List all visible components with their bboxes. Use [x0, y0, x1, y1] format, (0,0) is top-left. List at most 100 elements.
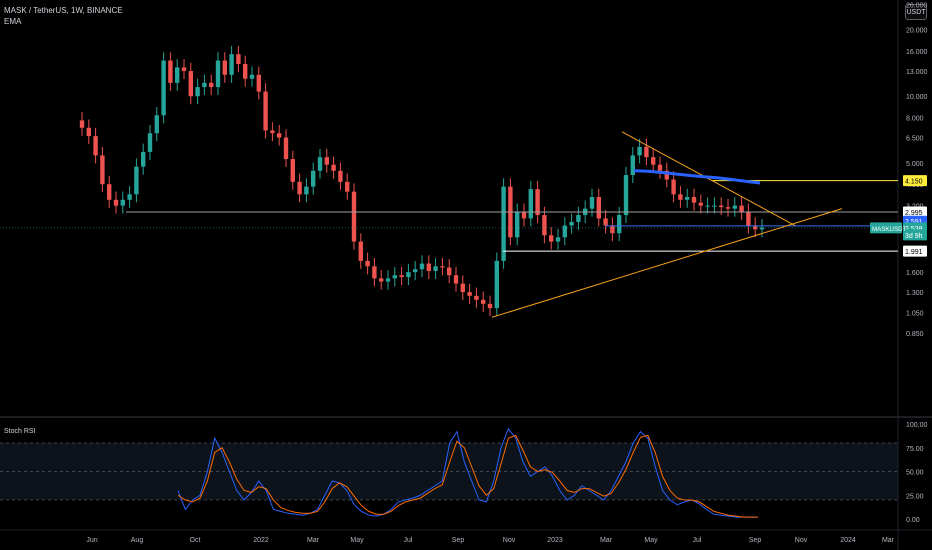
candle-body — [161, 60, 166, 116]
price-tick-label: 20.000 — [906, 28, 928, 35]
price-tick-label: 6.500 — [906, 136, 924, 143]
candle-body — [651, 157, 656, 165]
time-tick-label: Mar — [307, 537, 320, 544]
candle-body — [277, 133, 282, 138]
indicator-label-ema[interactable]: EMA — [4, 17, 22, 26]
candle-body — [86, 127, 91, 137]
candle-body — [705, 205, 710, 207]
candle-body — [392, 275, 397, 279]
candle-body — [671, 179, 676, 195]
candle-body — [576, 215, 581, 222]
time-tick-label: Mar — [882, 537, 895, 544]
time-tick-label: Jul — [693, 537, 702, 544]
stoch-tick-label: 25.00 — [906, 493, 924, 500]
candle-body — [623, 175, 629, 216]
candle-body — [759, 227, 765, 230]
candle-body — [453, 275, 459, 284]
candle-body — [181, 67, 187, 72]
candle-body — [249, 74, 255, 79]
candle-body — [610, 225, 615, 234]
candle-body — [222, 60, 227, 75]
candle-body — [338, 170, 343, 182]
candle-body — [351, 191, 357, 242]
candle-body — [603, 218, 608, 226]
ema-line — [633, 169, 761, 185]
candle-body — [664, 170, 669, 180]
stoch-tick-label: 50.00 — [906, 470, 924, 477]
candle-body — [419, 263, 425, 270]
time-tick-label: 2022 — [253, 537, 269, 544]
candle-body — [447, 267, 452, 276]
candle-body — [562, 225, 567, 238]
candle-body — [630, 155, 635, 176]
candle-body — [256, 74, 261, 92]
price-tick-label: 26.000 — [906, 3, 928, 10]
price-tick-label: 1.300 — [906, 290, 924, 297]
price-label-4150-bg — [903, 175, 927, 187]
candle-body — [175, 67, 180, 83]
candle-body — [79, 120, 85, 128]
candle-body — [385, 278, 391, 282]
candle-body — [589, 197, 595, 209]
time-tick-label: Sep — [749, 537, 762, 544]
time-tick-label: Nov — [503, 537, 516, 544]
candle-body — [120, 199, 125, 206]
candle-body — [569, 221, 574, 226]
candle-body — [746, 211, 751, 226]
time-tick-label: Jul — [404, 537, 413, 544]
candle-body — [440, 266, 445, 268]
stoch-band — [0, 443, 898, 500]
candle-body — [637, 146, 642, 156]
candle-body — [467, 292, 472, 296]
candle-body — [331, 164, 336, 171]
candle-body — [487, 303, 493, 309]
candle-body — [243, 63, 248, 79]
candle-body — [521, 211, 527, 219]
symbol-title: MASK / TetherUS, 1W, BINANCE — [4, 6, 123, 15]
candle-body — [304, 186, 309, 195]
price-label-1991: 1.991 — [905, 249, 923, 256]
descending-trendline — [621, 131, 796, 226]
candle-body — [644, 146, 649, 158]
price-label-4150: 4.150 — [905, 179, 923, 186]
candle-body — [141, 151, 146, 167]
candle-body — [739, 205, 744, 212]
price-tick-label: 10.000 — [906, 94, 928, 101]
time-tick-label: Mar — [600, 537, 613, 544]
price-tick-label: 5.000 — [906, 161, 924, 168]
candle-body — [426, 263, 431, 271]
stoch-series-k — [177, 427, 758, 518]
candle-body — [542, 215, 547, 236]
price-tick-label: 1.050 — [906, 311, 924, 318]
candle-body — [515, 211, 520, 238]
currency-button[interactable]: USDT — [905, 4, 927, 20]
time-tick-label: Nov — [795, 537, 808, 544]
price-tick-label: 13.000 — [906, 69, 928, 76]
price-label-1991-bg — [903, 245, 927, 257]
time-tick-label: May — [644, 537, 658, 544]
candle-body — [753, 225, 758, 230]
time-tick-label: Aug — [131, 537, 144, 544]
candle-body — [501, 186, 506, 261]
stoch-title: Stoch RSI — [4, 428, 36, 435]
price-label-2995-bg — [903, 206, 927, 218]
candle-body — [433, 266, 438, 271]
candle-body — [555, 237, 561, 242]
candle-body — [154, 115, 159, 134]
stoch-series-d — [177, 434, 758, 518]
countdown-label-bg — [903, 229, 927, 241]
candle-body — [549, 235, 554, 242]
candle-body — [134, 166, 139, 195]
candle-body — [188, 71, 193, 97]
stoch-tick-label: 75.00 — [906, 446, 924, 453]
candle-body — [372, 266, 377, 279]
candle-body — [113, 199, 119, 206]
candle-body — [100, 155, 105, 185]
candle-body — [311, 170, 316, 187]
candle-body — [168, 60, 173, 83]
candle-body — [413, 269, 418, 273]
candle-body — [657, 164, 663, 171]
candle-body — [324, 157, 329, 165]
stoch-tick-label: 0.00 — [906, 517, 920, 524]
